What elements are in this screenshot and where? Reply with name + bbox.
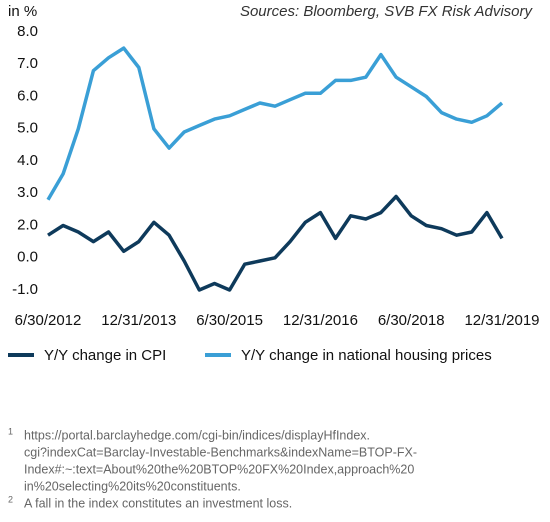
x-tick-label: 6/30/2018 — [378, 312, 445, 329]
legend-label: Y/Y change in national housing prices — [241, 347, 492, 364]
footnote-line: cgi?indexCat=Barclay-Investable-Benchmar… — [24, 445, 417, 459]
line-series — [46, 46, 504, 201]
legend-label: Y/Y change in CPI — [44, 347, 166, 364]
y-tick-label: 7.0 — [17, 55, 38, 72]
footnote-line: A fall in the index constitutes an inves… — [24, 496, 292, 510]
y-unit-label: in % — [8, 3, 37, 20]
x-tick-label: 12/31/2016 — [283, 312, 358, 329]
x-tick-label: 6/30/2015 — [196, 312, 263, 329]
footnote-line: https://portal.barclayhedge.com/cgi-bin/… — [24, 428, 370, 442]
line-series — [47, 194, 504, 292]
y-tick-label: 5.0 — [17, 120, 38, 137]
footnote-line: in%20selecting%20its%20constituents. — [24, 479, 241, 493]
y-tick-label: 3.0 — [17, 184, 38, 201]
y-tick-label: 0.0 — [17, 249, 38, 266]
x-tick-label: 6/30/2012 — [15, 312, 82, 329]
footnote-marker: 2 — [8, 494, 13, 504]
y-tick-label: 2.0 — [17, 216, 38, 233]
source: Sources: Bloomberg, SVB FX Risk Advisory — [240, 3, 534, 20]
y-tick-label: -1.0 — [12, 281, 38, 298]
footnote-line: Index#:~:text=About%20the%20BTOP%20FX%20… — [24, 462, 414, 476]
x-tick-label: 12/31/2019 — [464, 312, 539, 329]
y-tick-label: 6.0 — [17, 87, 38, 104]
y-tick-label: 8.0 — [17, 23, 38, 40]
footnote-marker: 1 — [8, 426, 13, 436]
x-tick-label: 12/31/2013 — [101, 312, 176, 329]
y-tick-label: 4.0 — [17, 152, 38, 169]
